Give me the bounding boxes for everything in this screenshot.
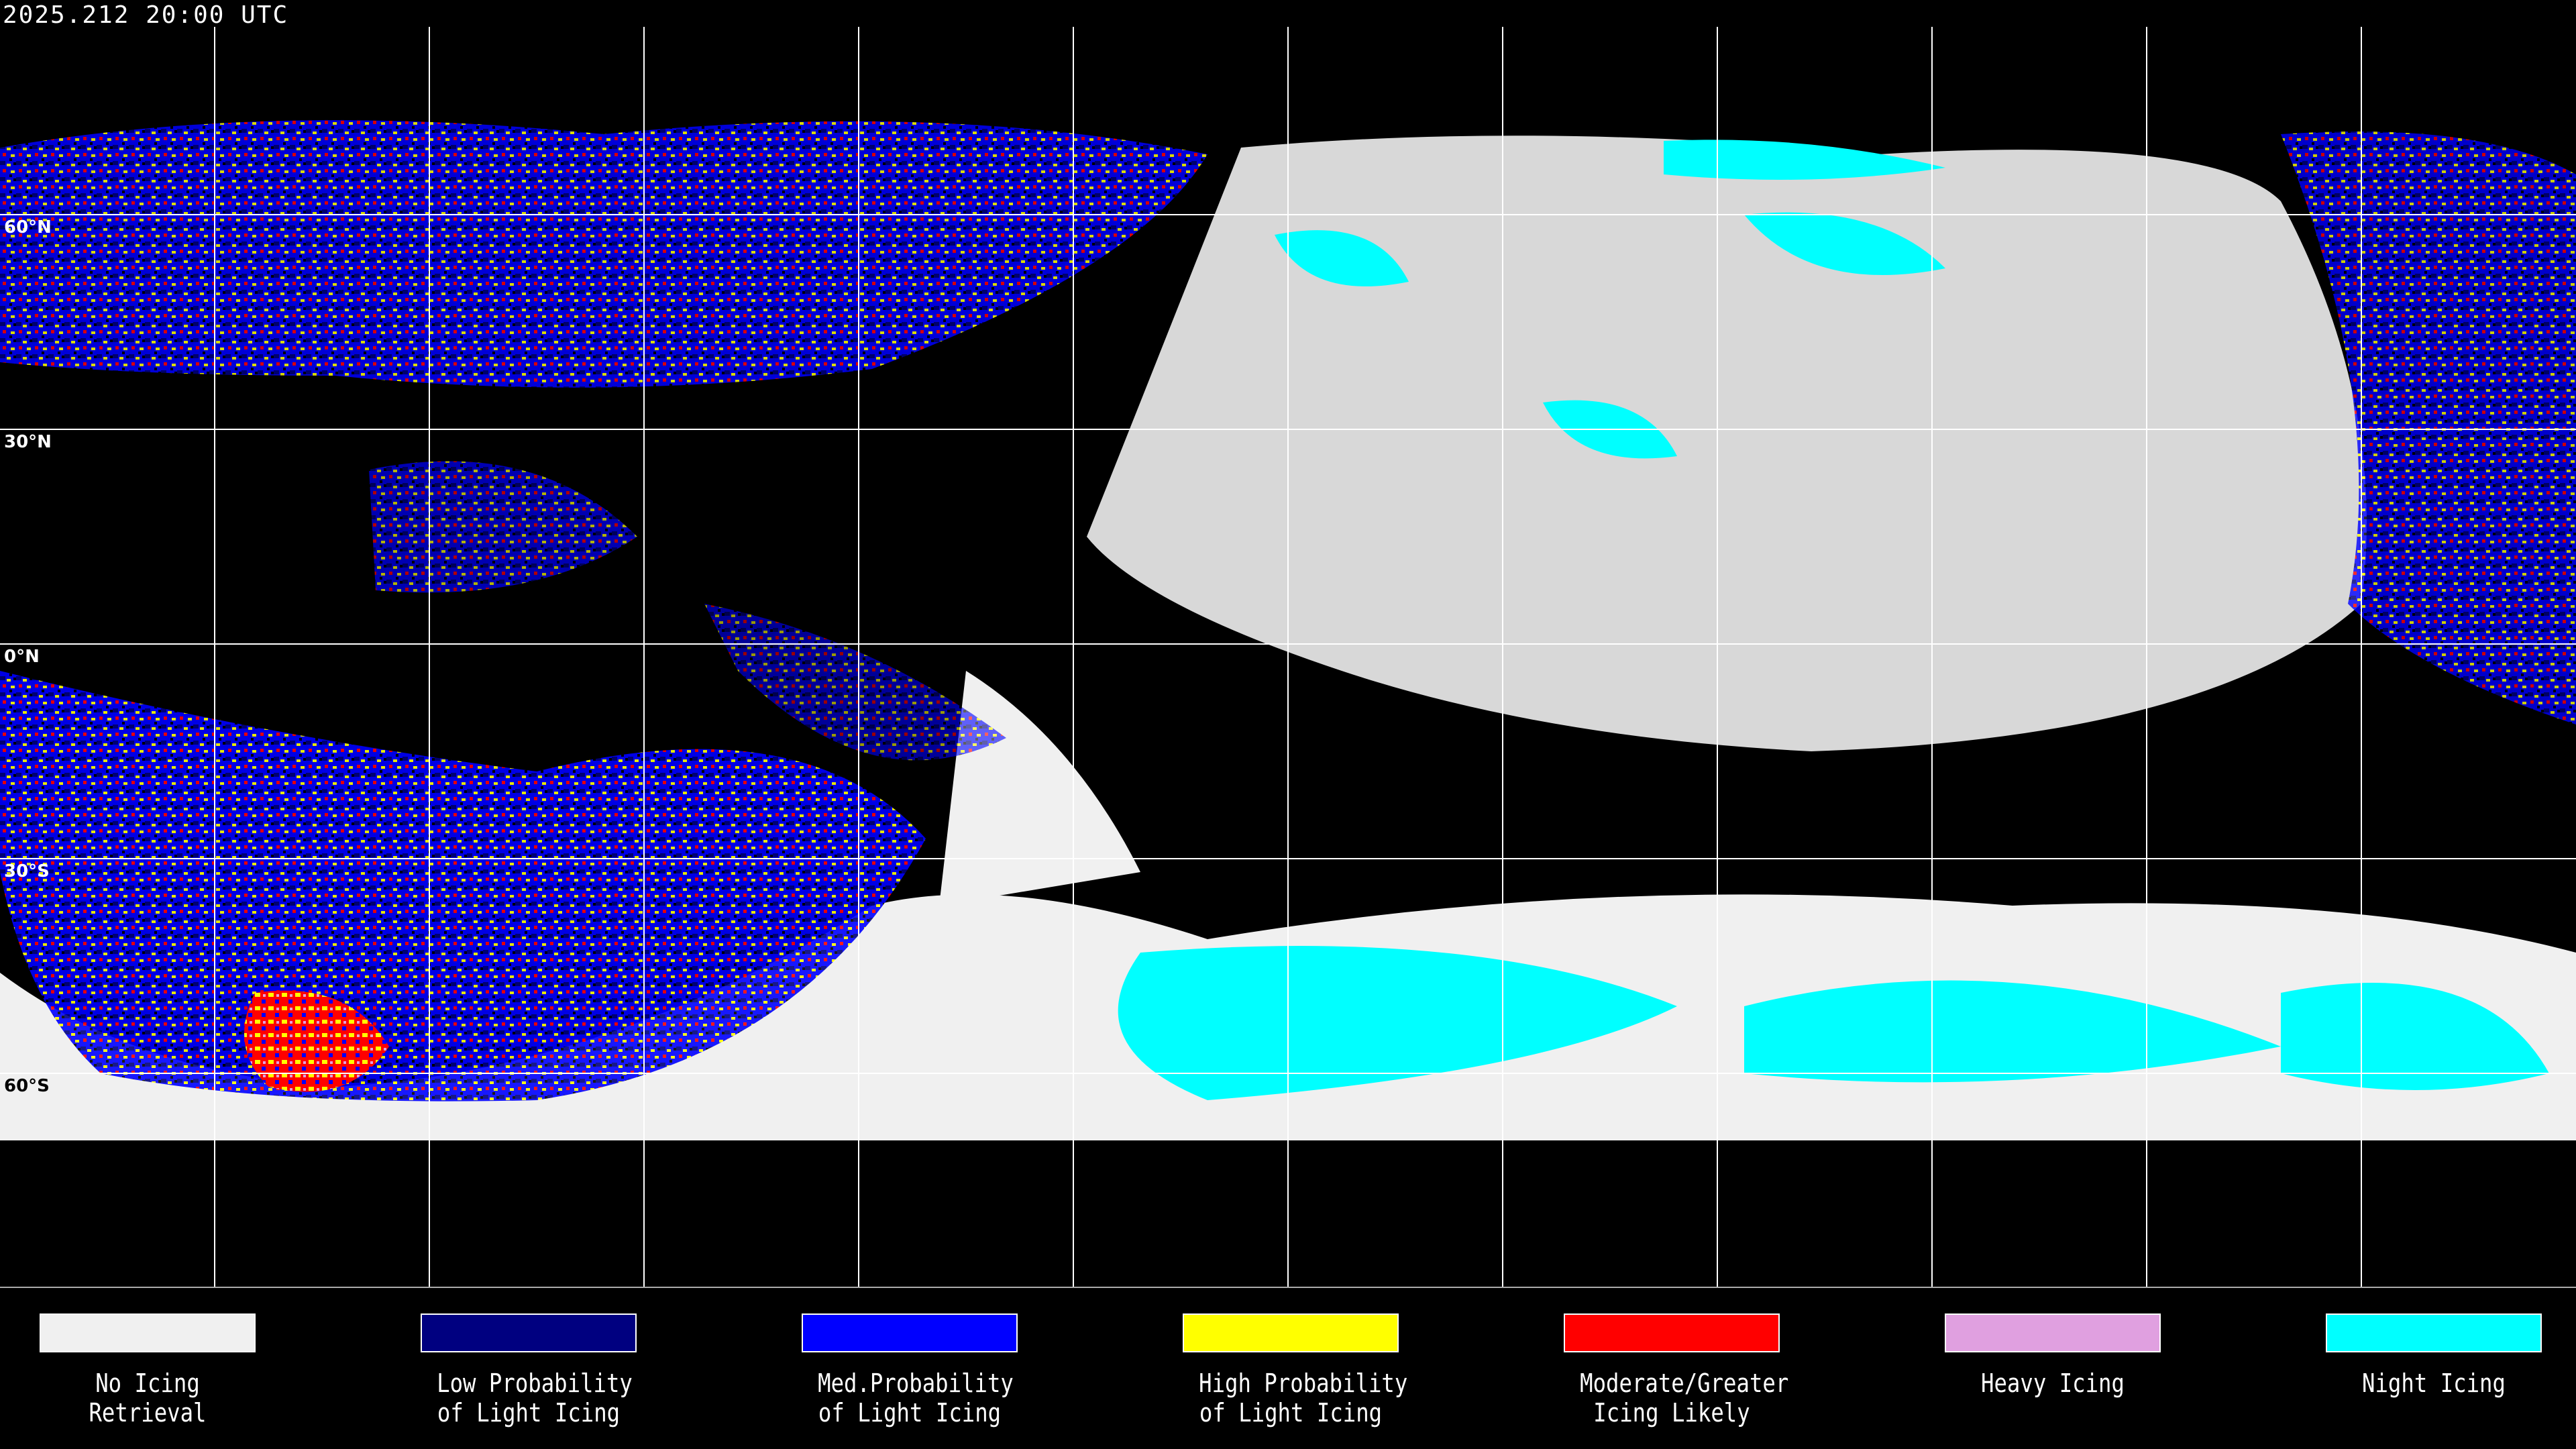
legend-item-low-probability: Low Probability of Light Icing <box>421 1313 637 1428</box>
legend-item-moderate-greater: Moderate/Greater Icing Likely <box>1564 1313 1788 1428</box>
legend-label: Low Probability <box>437 1368 633 1398</box>
legend-item-med-probability: Med.Probability of Light Icing <box>802 1313 1018 1428</box>
legend-label: Retrieval <box>89 1398 207 1428</box>
legend-swatch <box>40 1313 256 1352</box>
legend-swatch <box>1945 1313 2161 1352</box>
legend-label: of Light Icing <box>437 1398 621 1428</box>
legend-swatch <box>421 1313 637 1352</box>
legend-label: Med.Probability <box>818 1368 1014 1398</box>
timestamp: 2025.212 20:00 UTC <box>3 1 289 29</box>
legend-label: Icing Likely <box>1593 1398 1750 1428</box>
legend-swatch <box>802 1313 1018 1352</box>
legend-item-no-icing: No Icing Retrieval <box>40 1313 256 1428</box>
icing-regions <box>0 120 2576 1102</box>
graticule <box>0 27 2576 1287</box>
legend-item-high-probability: High Probability of Light Icing <box>1183 1313 1407 1428</box>
legend-label: Heavy Icing <box>1981 1368 2125 1398</box>
legend-label: of Light Icing <box>1199 1398 1383 1428</box>
lat-label-30s: 30°S <box>4 861 50 881</box>
legend-swatch <box>2326 1313 2542 1352</box>
icing-map <box>0 27 2576 1287</box>
legend-label: High Probability <box>1199 1368 1408 1398</box>
legend-swatch <box>1183 1313 1399 1352</box>
lat-label-60s: 60°S <box>4 1076 50 1096</box>
lat-label-30n: 30°N <box>4 432 52 452</box>
lat-label-60n: 60°N <box>4 217 52 237</box>
map-legend-divider <box>0 1287 2576 1288</box>
lat-label-0n: 0°N <box>4 647 40 667</box>
night-icing-regions <box>1118 140 2549 1100</box>
legend-label: Night Icing <box>2362 1368 2506 1398</box>
legend-item-heavy-icing: Heavy Icing <box>1945 1313 2161 1398</box>
legend-item-night-icing: Night Icing <box>2326 1313 2542 1398</box>
legend-swatch <box>1564 1313 1780 1352</box>
legend-label: No Icing <box>95 1368 200 1398</box>
legend-label: of Light Icing <box>818 1398 1002 1428</box>
legend-label: Moderate/Greater <box>1580 1368 1789 1398</box>
